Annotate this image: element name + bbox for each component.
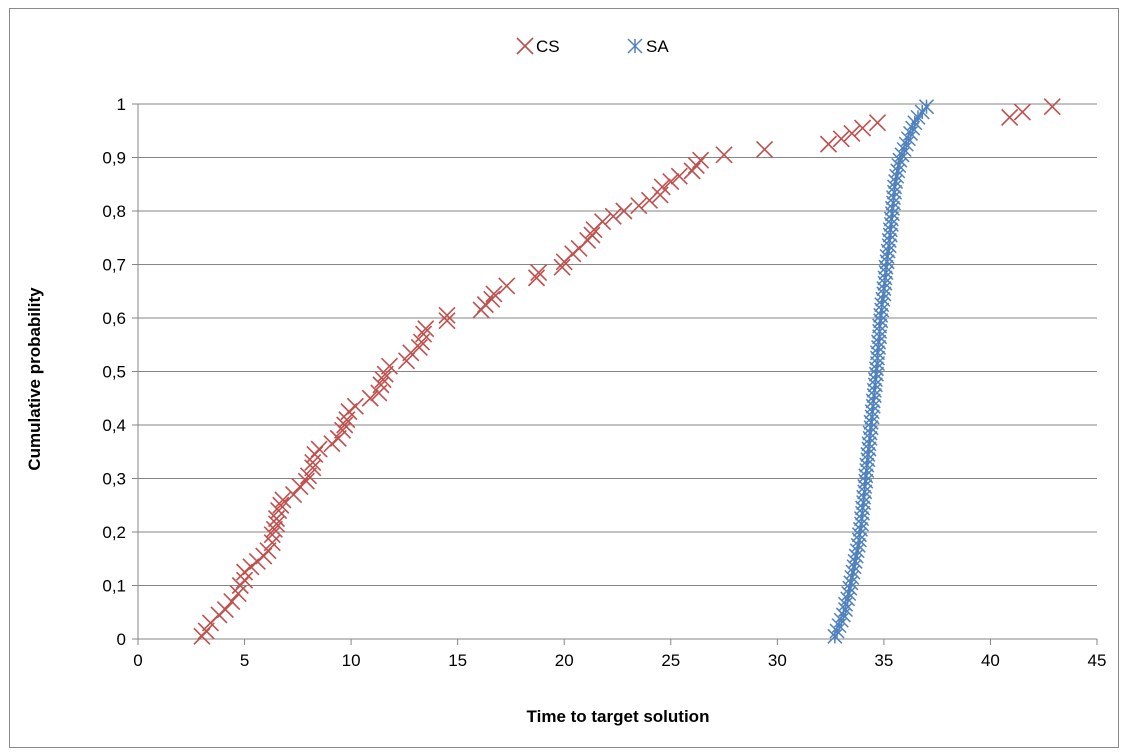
data-point-cs	[374, 370, 392, 389]
data-point-cs	[216, 601, 234, 619]
data-point-cs	[583, 226, 601, 244]
data-point-cs	[372, 376, 390, 394]
y-tick-label: 0,9	[102, 149, 126, 168]
axes	[132, 103, 1098, 645]
data-point-cs	[265, 520, 283, 538]
x-tick-labels: 0 5 10 15 20 25 30 35 40 45	[133, 651, 1106, 670]
x-tick-label: 35	[874, 651, 893, 670]
data-point-cs	[270, 502, 288, 520]
x-tick-label: 15	[448, 651, 467, 670]
x-tick-label: 10	[342, 651, 361, 670]
data-point-cs	[832, 130, 850, 148]
y-tick-label: 0,1	[102, 577, 126, 596]
data-point-cs	[223, 592, 241, 611]
x-tick-label: 25	[661, 651, 680, 670]
data-point-cs	[604, 207, 622, 225]
data-point-cs	[417, 320, 435, 338]
data-point-cs	[310, 440, 328, 458]
data-point-cs	[653, 178, 671, 196]
x-tick-label: 20	[555, 651, 574, 670]
data-point-cs	[197, 622, 215, 640]
data-point-sa	[835, 607, 851, 623]
y-tick-label: 0,4	[102, 416, 126, 435]
data-point-sa	[907, 115, 923, 131]
data-point-cs	[235, 571, 254, 589]
y-tick-labels: 0 0,1 0,2 0,3 0,4 0,5 0,6 0,7 0,8 0,9 1	[102, 95, 126, 649]
data-point-cs	[380, 357, 399, 375]
data-point-cs	[868, 114, 887, 132]
data-point-cs	[843, 124, 861, 142]
data-point-cs	[361, 389, 379, 407]
series-cs	[193, 98, 1061, 645]
legend-item-sa: SA	[627, 37, 669, 56]
x-tick-label: 45	[1088, 651, 1107, 670]
data-point-cs	[1013, 103, 1031, 121]
y-tick-label: 0,7	[102, 256, 126, 275]
chart-area: 0 0,1 0,2 0,3 0,4 0,5 0,6 0,7 0,8 0,9 1 0 5 10 15 20 25…	[9, 8, 1119, 748]
plot-markers	[193, 98, 1061, 645]
data-point-cs	[336, 416, 354, 434]
data-point-cs	[1001, 108, 1019, 126]
data-point-cs	[819, 135, 838, 153]
data-point-cs	[630, 197, 648, 215]
legend-marker-cs	[516, 37, 534, 55]
data-point-cs	[334, 421, 352, 439]
y-tick-label: 0,3	[102, 470, 126, 489]
series-sa	[827, 99, 935, 644]
data-point-cs	[553, 258, 571, 276]
x-tick-label: 30	[768, 651, 787, 670]
data-point-cs	[376, 365, 394, 383]
x-axis-title: Time to target solution	[527, 707, 710, 726]
y-tick-label: 0	[117, 630, 126, 649]
legend-label-sa: SA	[646, 37, 669, 56]
data-point-sa	[837, 596, 854, 612]
y-tick-label: 0,2	[102, 523, 126, 542]
legend-label-cs: CS	[536, 37, 560, 56]
data-point-cs	[415, 325, 433, 343]
data-point-cs	[527, 269, 546, 287]
data-point-cs	[329, 429, 347, 447]
y-tick-label: 0,6	[102, 309, 126, 328]
data-point-cs	[854, 119, 872, 137]
y-axis-title: Cumulative probability	[25, 287, 44, 471]
data-point-cs	[299, 467, 318, 485]
scatter-chart: 0 0,1 0,2 0,3 0,4 0,5 0,6 0,7 0,8 0,9 1 0 5 10 15 20 25…	[25, 37, 1106, 726]
data-point-cs	[297, 472, 315, 490]
data-point-cs	[438, 312, 456, 330]
legend-marker-sa	[627, 38, 643, 54]
gridlines	[138, 103, 1097, 586]
data-point-cs	[615, 202, 633, 220]
data-point-cs	[274, 491, 292, 509]
legend: CS SA	[516, 37, 669, 56]
data-point-cs	[438, 306, 456, 324]
y-tick-label: 0,8	[102, 202, 126, 221]
y-tick-label: 0,5	[102, 363, 126, 382]
data-point-cs	[692, 151, 710, 169]
y-tick-label: 1	[117, 95, 126, 114]
data-point-cs	[272, 496, 290, 514]
data-point-cs	[485, 285, 503, 303]
data-point-cs	[410, 338, 428, 356]
x-tick-label: 40	[981, 651, 1000, 670]
data-point-cs	[263, 526, 281, 544]
data-point-cs	[1043, 98, 1061, 116]
data-point-sa	[918, 99, 935, 115]
data-point-cs	[346, 397, 364, 415]
data-point-cs	[755, 140, 774, 159]
data-point-cs	[259, 542, 277, 560]
x-tick-label: 0	[133, 651, 142, 670]
data-point-cs	[670, 167, 688, 185]
data-point-cs	[715, 146, 733, 164]
data-point-cs	[498, 277, 516, 295]
data-point-cs	[662, 173, 680, 191]
data-point-cs	[483, 290, 501, 308]
legend-item-cs: CS	[516, 37, 560, 56]
data-point-cs	[530, 263, 548, 282]
x-tick-label: 5	[240, 651, 249, 670]
data-point-cs	[594, 213, 612, 231]
